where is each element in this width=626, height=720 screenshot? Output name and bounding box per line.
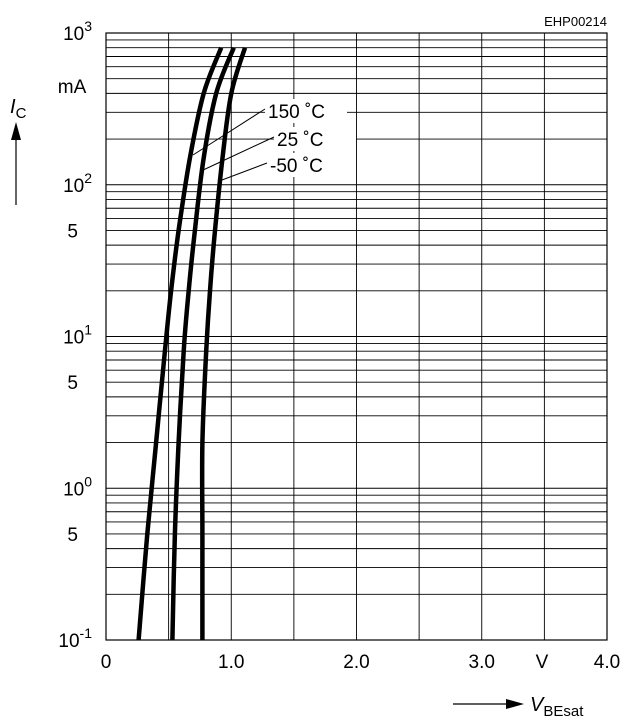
legend-label: 25 ˚C — [277, 130, 323, 151]
y-decade-label: 100 — [63, 473, 92, 500]
y-decade-label: 103 — [63, 18, 92, 45]
grid — [105, 32, 608, 641]
series-lines — [136, 46, 248, 641]
legend-leader-line — [192, 108, 266, 156]
legend-label-bg — [267, 153, 349, 177]
y-axis-label: IC — [10, 96, 27, 122]
legend-leaders — [192, 99, 356, 181]
x-tick-label: 0 — [101, 652, 112, 673]
y-unit-label: mA — [58, 77, 87, 98]
y-five-label: 5 — [67, 221, 78, 242]
labels: 0 1.0 2.0 3.0 4.0 V 103 102 101 100 10-1 5 5 5 mA EHP00… — [10, 14, 620, 720]
x-tick-label: 4.0 — [594, 652, 620, 673]
x-unit-label: V — [536, 652, 549, 673]
y-decade-label: 10-1 — [58, 625, 92, 652]
series-line-3 — [199, 47, 248, 641]
legend-leader-line — [221, 162, 268, 181]
x-tick-label: 1.0 — [218, 652, 244, 673]
x-axis-arrow-head — [506, 699, 524, 709]
series-line-2 — [170, 46, 236, 641]
chart-code-label: EHP00214 — [544, 14, 607, 29]
x-tick-label: 3.0 — [469, 652, 495, 673]
legend-label-bg — [265, 99, 347, 123]
y-decade-label: 102 — [63, 170, 92, 197]
y-five-label: 5 — [67, 373, 78, 394]
x-tick-label: 2.0 — [343, 652, 369, 673]
y-axis-arrow-head — [11, 122, 21, 140]
y-five-label: 5 — [67, 525, 78, 546]
legend-label-bg — [274, 127, 356, 151]
y-decade-label: 101 — [63, 322, 92, 349]
x-axis-label: VBEsat — [530, 694, 584, 720]
legend-label: 150 ˚C — [268, 102, 325, 123]
legend-leader-line — [200, 136, 275, 172]
legend-label: -50 ˚C — [270, 156, 323, 177]
series-line-1 — [136, 46, 224, 641]
